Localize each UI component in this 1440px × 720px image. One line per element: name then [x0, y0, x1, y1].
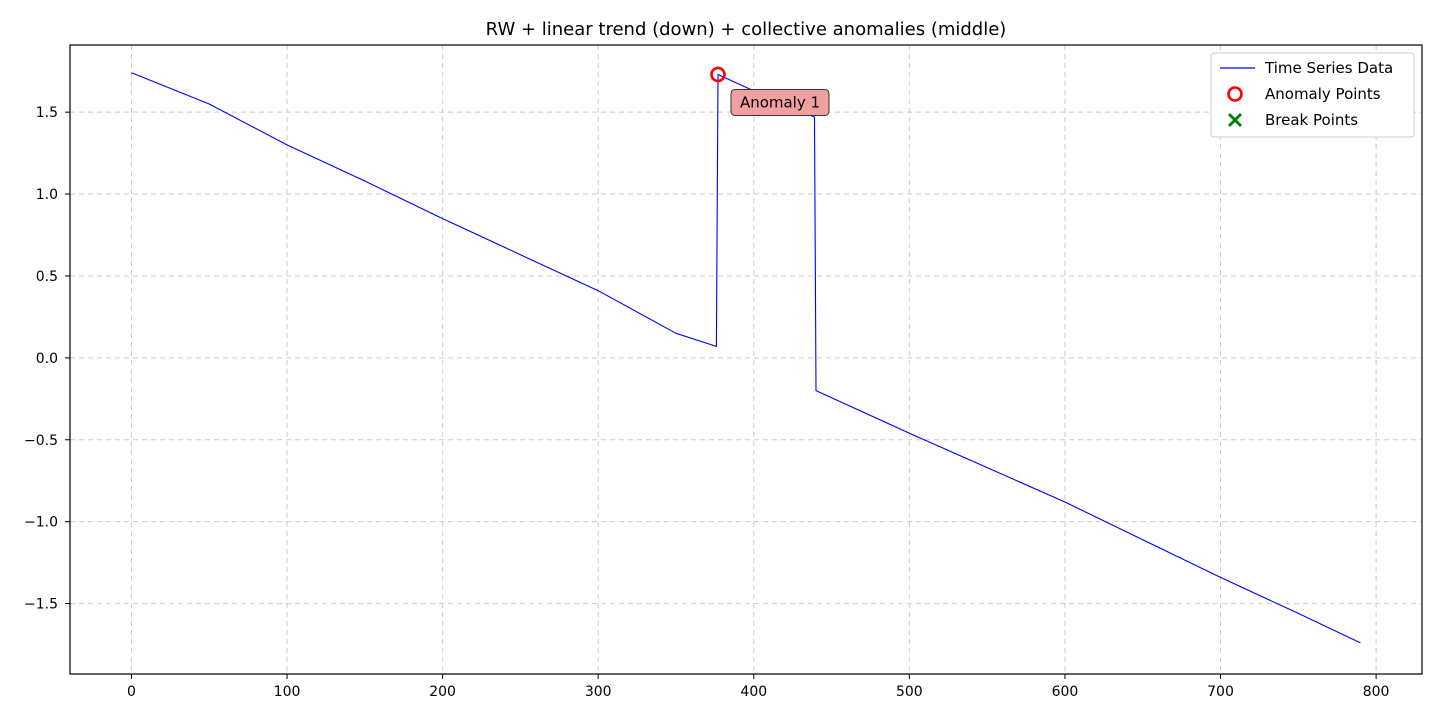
axes: 0 100 200 300 400 500 600 700 800 1.5 1.0 0.5 0.0 −0.… [24, 105, 1389, 700]
legend-break-swatch [1228, 113, 1242, 127]
x-tick-label: 100 [274, 684, 301, 700]
y-tick-label: 1.0 [36, 187, 58, 203]
legend: Time Series Data Anomaly Points Break Poin… [1210, 52, 1415, 138]
y-tick-label: −1.5 [24, 597, 58, 613]
series-layer [131, 72, 1361, 644]
x-tick-label: 500 [896, 684, 923, 700]
x-tick-label: 300 [585, 684, 612, 700]
legend-label-break: Break Points [1265, 111, 1358, 129]
grid [70, 45, 1422, 674]
plot-area [70, 45, 1422, 674]
x-tick-label: 400 [740, 684, 767, 700]
anomaly-point [710, 66, 726, 83]
y-tick-label: 1.5 [36, 105, 58, 121]
legend-label-series: Time Series Data [1264, 59, 1393, 77]
y-tick-label: 0.5 [36, 269, 58, 285]
annotation-box [730, 88, 830, 116]
y-tick-label: −1.0 [24, 515, 58, 531]
legend-label-anomaly: Anomaly Points [1265, 85, 1381, 103]
x-tick-label: 600 [1052, 684, 1079, 700]
x-tick-label: 800 [1363, 684, 1390, 700]
chart-title: RW + linear trend (down) + collective an… [486, 19, 1007, 40]
annotation-label: Anomaly 1 [740, 93, 820, 111]
x-tick-label: 0 [127, 684, 136, 700]
legend-box [1210, 52, 1415, 138]
annotation-layer: Anomaly 1 [730, 88, 830, 116]
legend-anomaly-swatch [1227, 86, 1243, 102]
markers-layer [710, 66, 726, 83]
x-tick-label: 700 [1207, 684, 1234, 700]
series-line [131, 72, 1361, 644]
y-tick-label: 0.0 [36, 351, 58, 367]
plot-frame [69, 44, 1423, 675]
x-tick-label: 200 [429, 684, 456, 700]
y-tick-label: −0.5 [24, 433, 58, 449]
